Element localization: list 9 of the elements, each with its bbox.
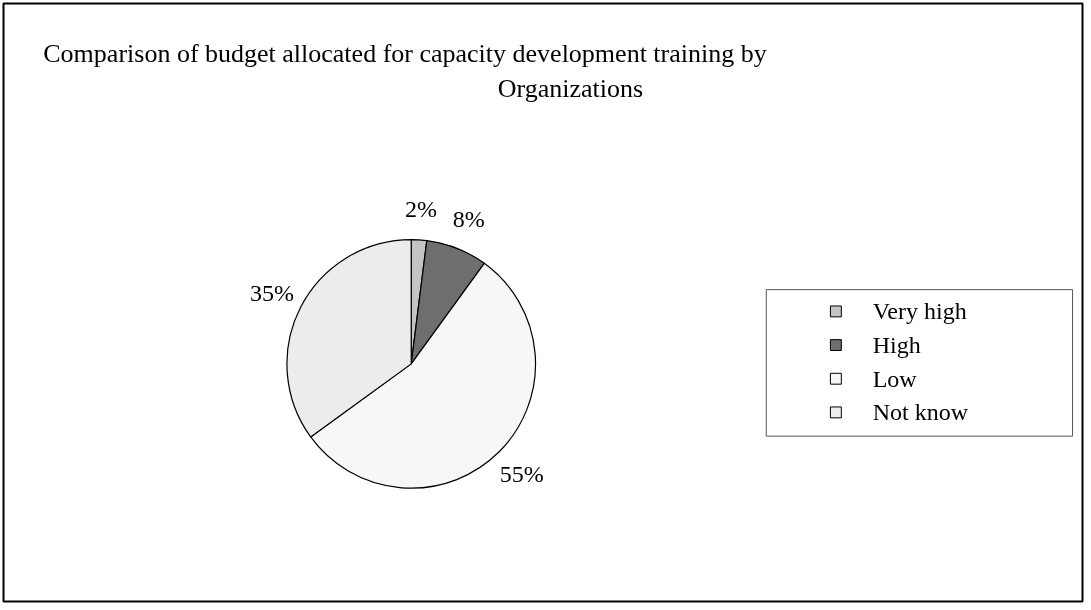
data-label: 35%: [250, 280, 295, 307]
legend-label: Not know: [872, 399, 969, 426]
data-label: 8%: [452, 206, 485, 233]
data-label: 2%: [405, 195, 438, 222]
legend-label: Very high: [872, 298, 967, 325]
chart-title: Comparison of budget allocated for capacity development training by Organizations: [43, 38, 767, 104]
legend-label: High: [872, 332, 921, 359]
data-label: 55%: [499, 460, 544, 487]
legend-label: Low: [872, 365, 918, 392]
